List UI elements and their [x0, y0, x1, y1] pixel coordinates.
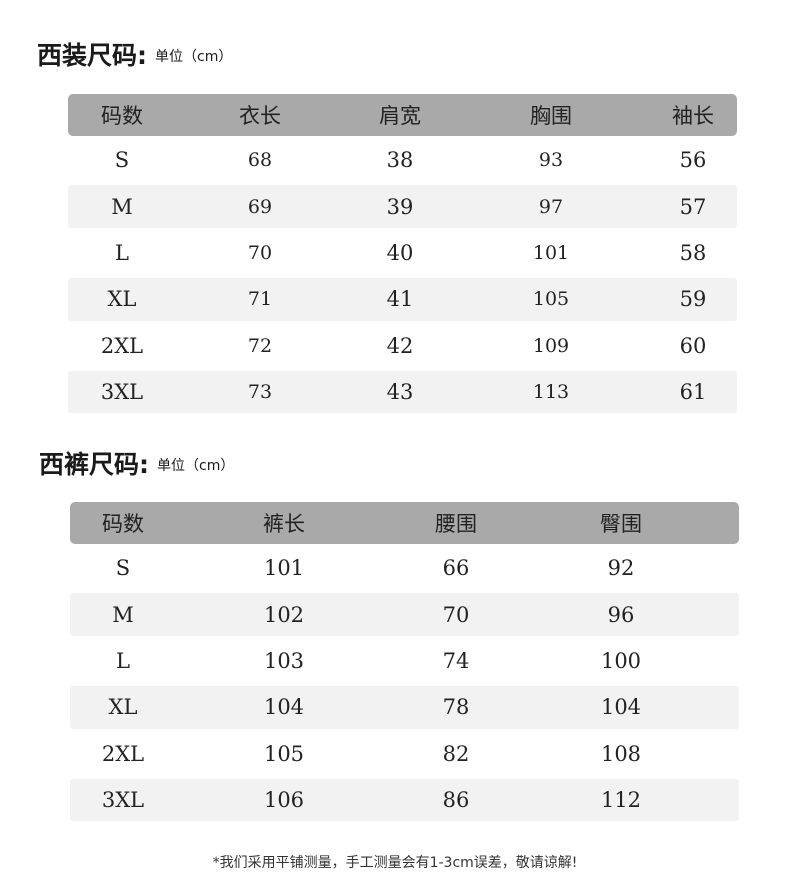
table-cell: 101: [532, 241, 570, 264]
table-cell: 106: [263, 788, 305, 813]
table-cell: 3XL: [101, 788, 145, 813]
table-row: 2XL 105 82 108: [70, 731, 739, 777]
table-cell: 105: [263, 741, 305, 766]
header-cell: 衣长: [239, 104, 281, 128]
pants-unit: 单位（cm）: [157, 458, 235, 474]
pants-size-title: 西裤尺码: 单位（cm）: [39, 445, 234, 481]
table-cell: 104: [263, 695, 305, 720]
table-cell: S: [115, 556, 131, 581]
table-cell: 69: [247, 195, 273, 218]
table-cell: 43: [386, 380, 414, 405]
header-cell: 肩宽: [379, 104, 421, 128]
table-cell: 56: [679, 148, 707, 173]
header-cell: 袖长: [672, 104, 714, 128]
table-row: XL 71 41 105 59: [68, 276, 737, 322]
table-cell: 113: [532, 381, 570, 404]
table-cell: 71: [247, 288, 273, 311]
pants-title-text: 西裤尺码:: [39, 450, 149, 479]
header-cell: 腰围: [435, 512, 477, 536]
table-cell: 61: [679, 380, 707, 405]
table-cell: 39: [386, 194, 414, 219]
table-cell: 78: [442, 695, 470, 720]
table-cell: 41: [386, 287, 414, 312]
table-cell: XL: [107, 287, 137, 312]
header-cell: 裤长: [263, 512, 305, 536]
table-cell: 2XL: [101, 741, 145, 766]
table-cell: 109: [532, 334, 570, 357]
table-cell: 73: [247, 381, 273, 404]
table-row: M 102 70 96: [70, 591, 739, 637]
table-cell: 70: [442, 602, 470, 627]
table-cell: 92: [607, 556, 635, 581]
table-row: 3XL 106 86 112: [70, 777, 739, 823]
table-cell: 40: [386, 240, 414, 265]
suit-unit: 单位（cm）: [155, 49, 233, 65]
table-row: XL 104 78 104: [70, 684, 739, 730]
table-row: L 103 74 100: [70, 638, 739, 684]
table-cell: XL: [108, 695, 138, 720]
table-cell: 74: [442, 648, 470, 673]
suit-title-text: 西装尺码:: [37, 41, 147, 70]
table-row: S 68 38 93 56: [68, 137, 737, 183]
table-cell: 108: [600, 741, 642, 766]
table-row: 2XL 72 42 109 60: [68, 323, 737, 369]
table-cell: 105: [532, 288, 570, 311]
table-row: L 70 40 101 58: [68, 230, 737, 276]
header-cell: 码数: [102, 512, 144, 536]
measurement-note: *我们采用平铺测量，手工测量会有1-3cm误差，敬请谅解!: [212, 855, 578, 871]
table-cell: 112: [600, 788, 642, 813]
table-cell: 104: [600, 695, 642, 720]
table-cell: 57: [679, 194, 707, 219]
header-cell: 臀围: [600, 512, 642, 536]
table-cell: 96: [607, 602, 635, 627]
header-cell: 码数: [101, 104, 143, 128]
table-cell: 72: [247, 334, 273, 357]
table-cell: 2XL: [100, 333, 144, 358]
table-cell: 100: [600, 648, 642, 673]
table-cell: M: [112, 602, 134, 627]
table-cell: 97: [538, 195, 564, 218]
table-cell: 70: [247, 241, 273, 264]
suit-size-title: 西装尺码: 单位（cm）: [37, 36, 232, 72]
table-header: 码数 衣长 肩宽 胸围 袖长: [68, 94, 737, 136]
table-cell: 58: [679, 240, 707, 265]
table-cell: 86: [442, 788, 470, 813]
table-header: 码数 裤长 腰围 臀围: [70, 502, 739, 544]
table-cell: 59: [679, 287, 707, 312]
table-row: S 101 66 92: [70, 545, 739, 591]
table-cell: L: [115, 240, 129, 265]
table-cell: 38: [386, 148, 414, 173]
table-row: 3XL 73 43 113 61: [68, 369, 737, 415]
header-cell: 胸围: [530, 104, 572, 128]
table-cell: L: [116, 648, 130, 673]
table-cell: 3XL: [100, 380, 144, 405]
table-row: M 69 39 97 57: [68, 183, 737, 229]
table-cell: 66: [442, 556, 470, 581]
table-cell: S: [114, 148, 130, 173]
table-cell: 60: [679, 333, 707, 358]
table-cell: 82: [442, 741, 470, 766]
table-cell: 102: [263, 602, 305, 627]
table-cell: 101: [263, 556, 305, 581]
table-cell: 93: [538, 149, 564, 172]
table-cell: M: [111, 194, 133, 219]
table-cell: 103: [263, 648, 305, 673]
table-cell: 68: [247, 149, 273, 172]
table-cell: 42: [386, 333, 414, 358]
